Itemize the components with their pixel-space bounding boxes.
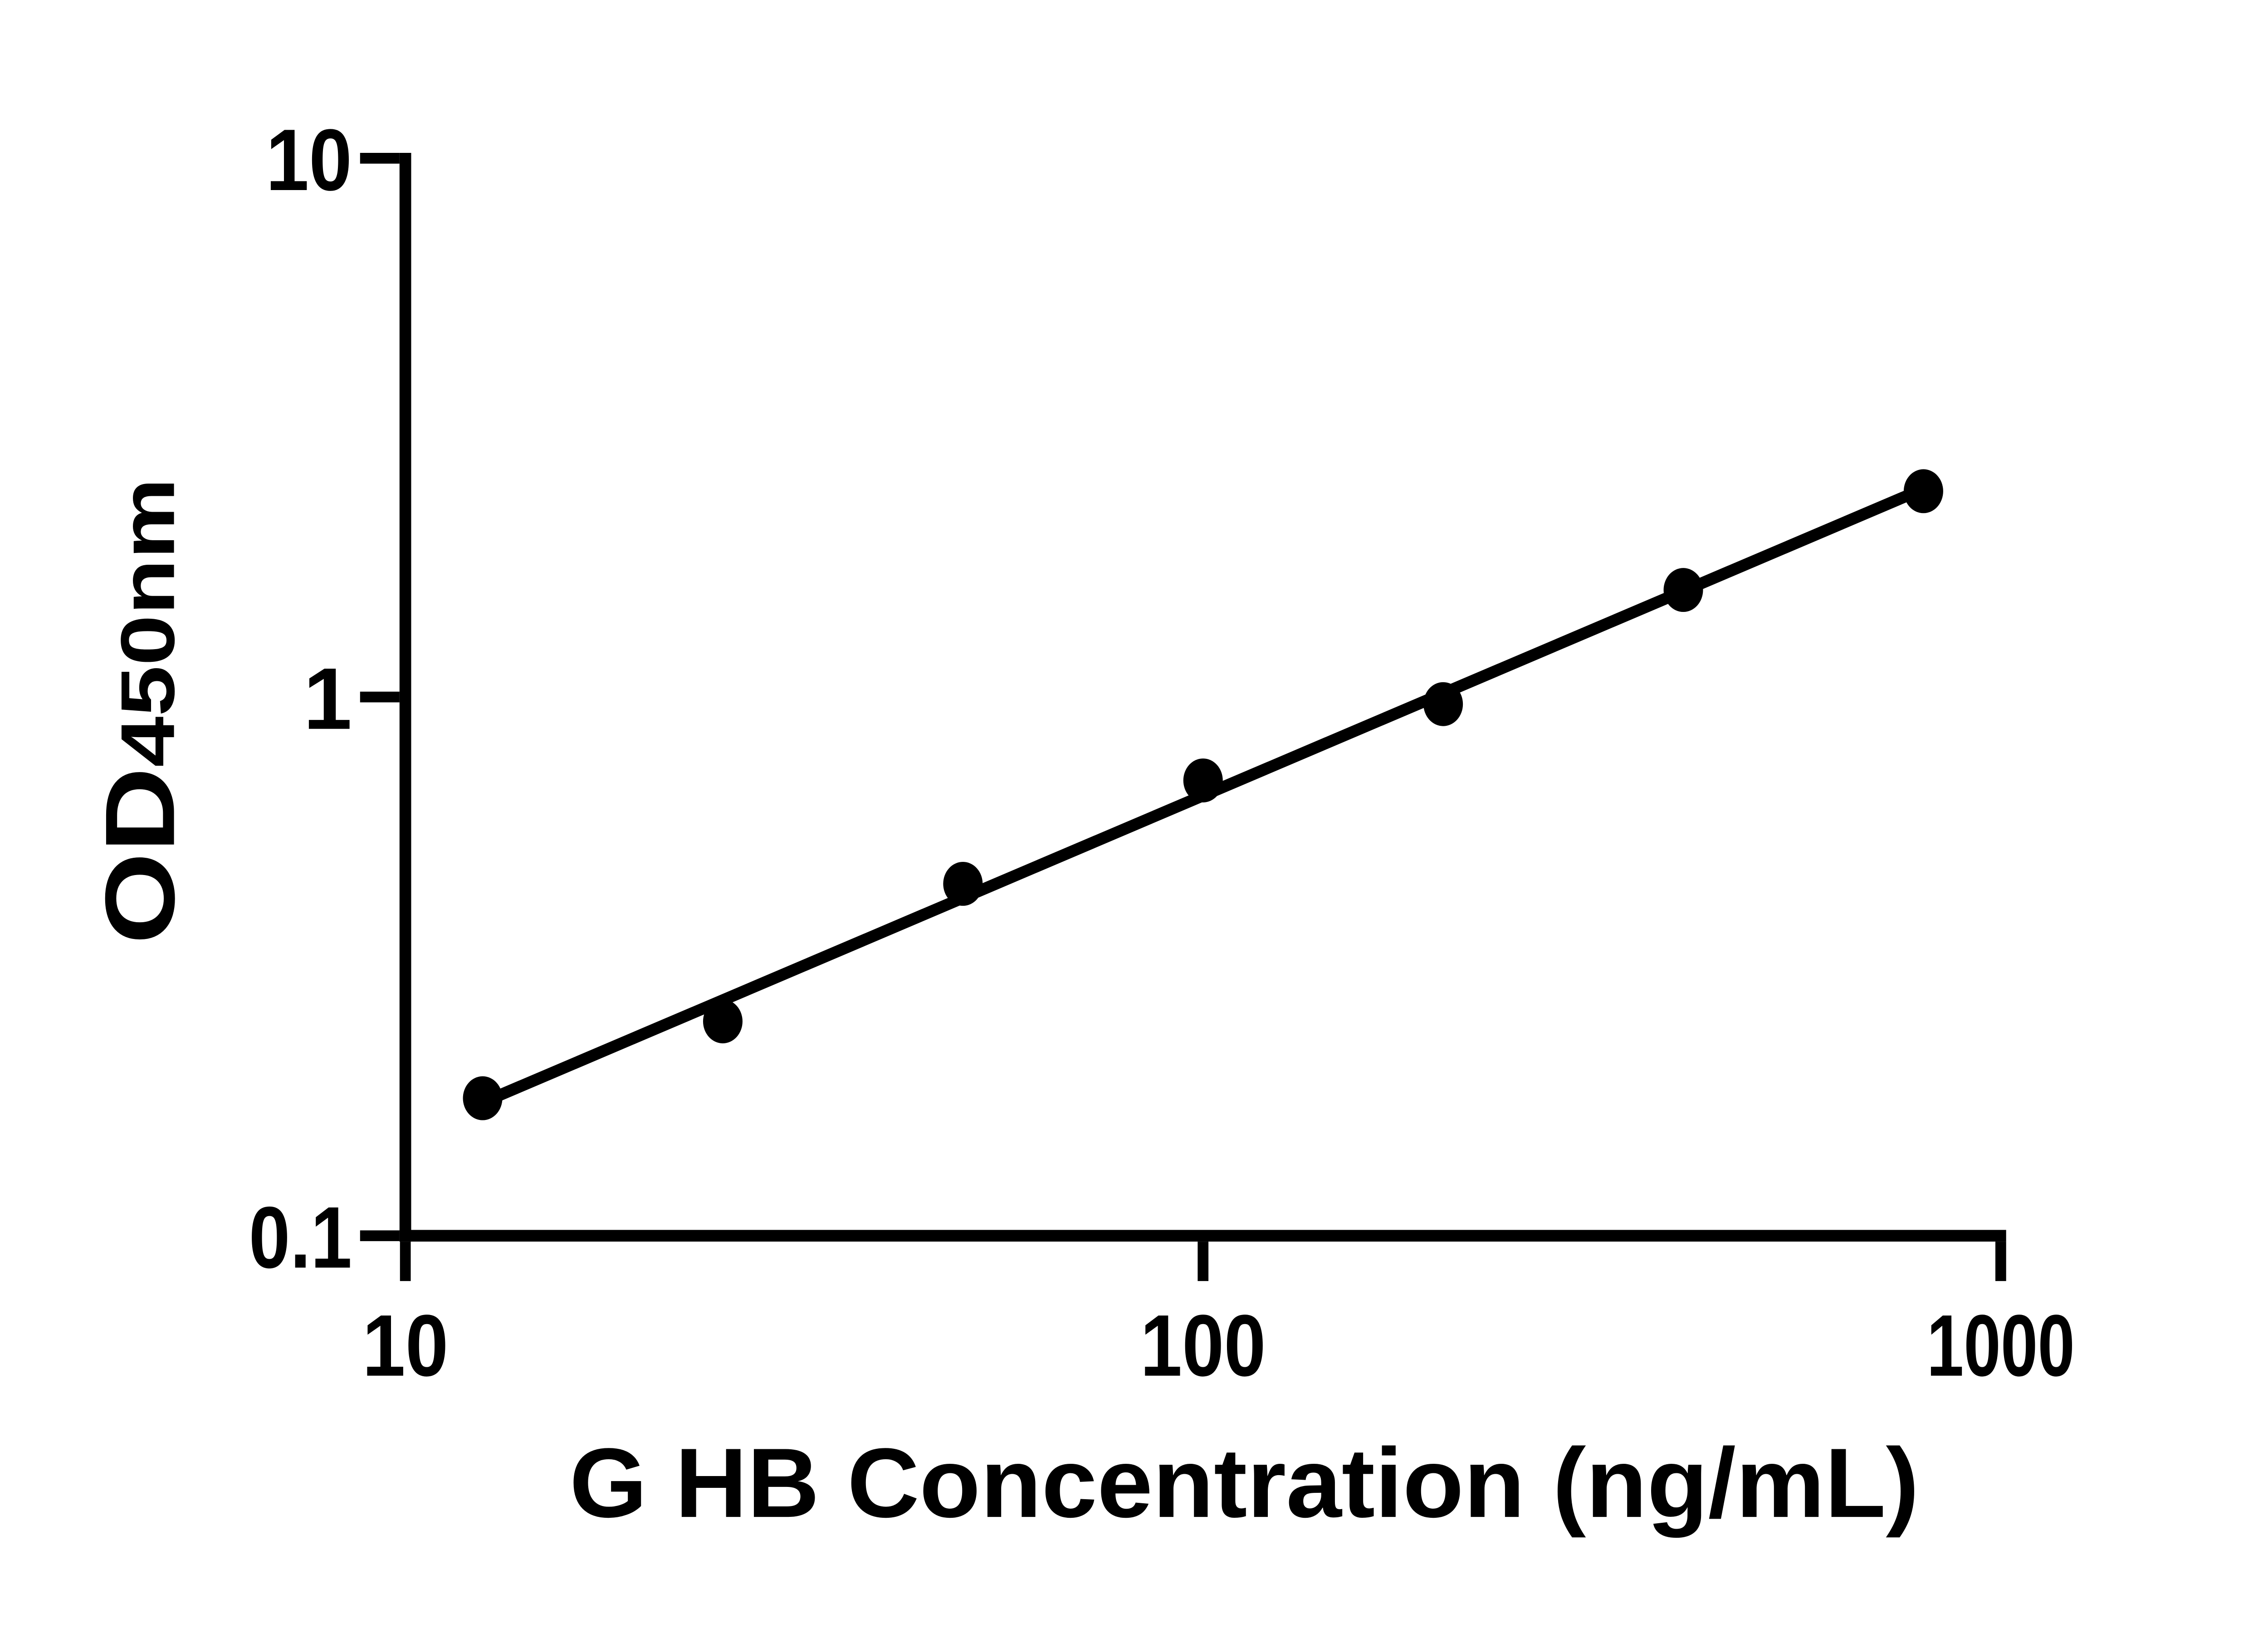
y-tick-label: 0.1: [249, 1188, 352, 1286]
data-point: [463, 1076, 503, 1120]
data-point: [943, 862, 983, 906]
y-tick-label: 10: [266, 111, 352, 209]
data-point: [1663, 568, 1703, 612]
y-axis-title: OD450nm: [85, 478, 196, 944]
x-tick-label: 10: [362, 1296, 449, 1394]
y-axis-title-sub: 450nm: [105, 478, 191, 768]
data-point: [1423, 682, 1463, 726]
x-axis-title: G HB Concentration (ng/mL): [569, 1428, 1919, 1538]
x-tick-label: 100: [1140, 1296, 1266, 1394]
axes-group: [360, 152, 2006, 1281]
data-point: [1903, 469, 1943, 513]
data-point: [1183, 758, 1223, 802]
y-axis-title-main: OD: [85, 767, 196, 944]
y-tick-label: 1: [303, 650, 352, 748]
x-tick-label: 1000: [1927, 1296, 2075, 1394]
data-point: [703, 999, 743, 1044]
tick-labels-group: 0.1 1 10 10 100 1000: [249, 111, 2075, 1394]
data-points-group: [463, 469, 1943, 1120]
